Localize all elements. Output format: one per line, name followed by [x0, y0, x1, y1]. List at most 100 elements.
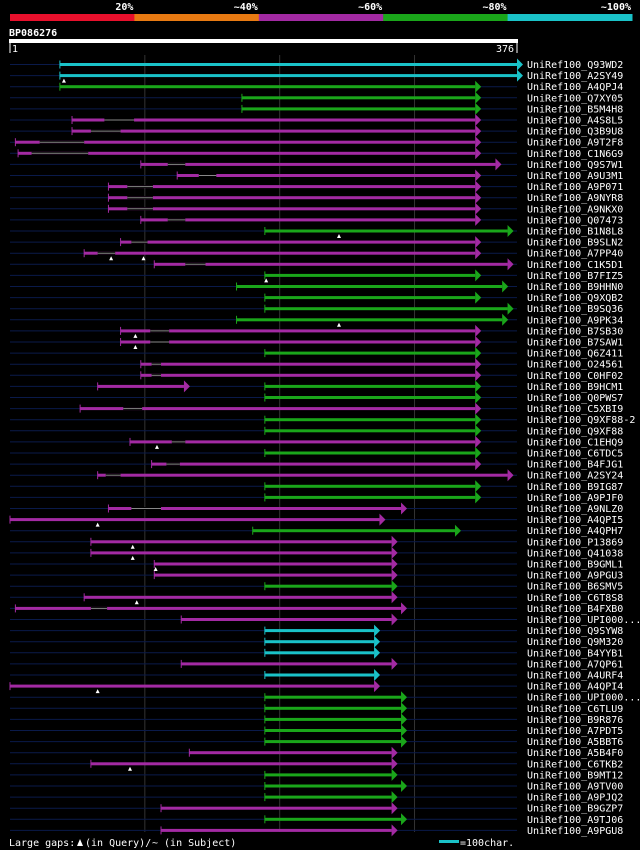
hit-bar [120, 240, 476, 244]
hit-label: UniRef100_A9NKX0 [527, 204, 623, 215]
hit-end-arrow [475, 458, 482, 471]
query-gap-marker [337, 234, 342, 238]
legend-label-0: 20% [115, 2, 133, 13]
hit-label: UniRef100_A7PDT5 [527, 726, 623, 737]
hit-label: UniRef100_A9TV00 [527, 782, 623, 793]
hit-label: UniRef100_Q7XY05 [527, 93, 623, 104]
hit-row: UniRef100_B4YYB1 [10, 646, 623, 659]
hit-row: UniRef100_Q41038 [10, 546, 623, 560]
hit-row: UniRef100_A4QPJ4 [10, 80, 623, 93]
hit-row: UniRef100_A9PJQ2 [10, 791, 623, 804]
hit-label: UniRef100_C6T8S8 [527, 593, 623, 604]
hit-end-arrow [475, 369, 482, 382]
hit-bar [264, 629, 375, 633]
query-gap-marker [141, 256, 146, 261]
hit-label: UniRef100_A2SY49 [527, 71, 623, 82]
hit-row: UniRef100_A7PP40 [10, 247, 623, 261]
hit-label: UniRef100_A4S8L5 [527, 116, 623, 127]
hit-bar [181, 618, 392, 621]
hit-end-arrow [507, 225, 514, 237]
hit-bar [264, 717, 402, 721]
hit-end-arrow [391, 657, 398, 670]
hit-row: UniRef100_C0HF02 [10, 369, 623, 382]
hit-bar [154, 573, 392, 577]
hit-bar [90, 762, 392, 766]
hit-bar [264, 795, 392, 799]
query-gap-marker [154, 444, 159, 449]
hit-row: UniRef100_Q9XF88 [10, 424, 623, 437]
hit-row: UniRef100_B9GML1 [10, 558, 623, 571]
hit-label: UniRef100_Q9SYW8 [527, 626, 623, 637]
hit-label: UniRef100_A9PJQ2 [527, 793, 623, 804]
hit-bar [264, 773, 392, 777]
hit-end-arrow [401, 502, 408, 515]
hit-end-arrow [401, 691, 408, 704]
hit-end-arrow [502, 280, 509, 293]
hit-bar [84, 595, 392, 599]
hit-bar [140, 373, 476, 377]
hit-label: UniRef100_A9PGU8 [527, 826, 623, 837]
hit-bar [264, 695, 402, 699]
hit-end-arrow [401, 602, 408, 615]
hit-label: UniRef100_UPI000... [527, 693, 640, 704]
hit-row: UniRef100_A5BBT6 [10, 735, 623, 748]
hit-label: UniRef100_B4FXB0 [527, 604, 623, 615]
hit-end-arrow [517, 58, 523, 71]
hit-row: UniRef100_A7QP61 [10, 657, 623, 670]
hit-row: UniRef100_Q9SYW8 [10, 624, 623, 637]
query-gap-marker [264, 278, 269, 283]
hit-bar [264, 229, 508, 233]
hit-bar [236, 285, 503, 288]
hit-label: UniRef100_A9NYR8 [527, 193, 623, 204]
legend-segment-4 [507, 14, 633, 21]
hit-label: UniRef100_B9IG87 [527, 482, 623, 493]
hit-row: UniRef100_B9SLN2 [10, 236, 623, 249]
hit-row: UniRef100_C6T8S8 [10, 591, 623, 605]
hit-row: UniRef100_Q9S7W1 [10, 158, 623, 171]
hit-bar [264, 418, 476, 422]
hit-bar [140, 218, 476, 222]
hit-row: UniRef100_Q3B9U8 [10, 125, 623, 138]
hit-bar [264, 729, 402, 732]
hit-row: UniRef100_A2SY24 [10, 469, 623, 482]
hit-end-arrow [507, 302, 514, 315]
hit-end-arrow [401, 735, 408, 748]
hit-label: UniRef100_Q93WD2 [527, 60, 623, 71]
hit-end-arrow [374, 680, 381, 693]
hit-bar [10, 684, 375, 688]
hit-label: UniRef100_B9R876 [527, 715, 623, 726]
hit-row: UniRef100_B6SMV5 [10, 580, 623, 593]
hit-bar [264, 396, 476, 399]
legend-label-3: ~80% [483, 2, 507, 13]
hit-bar [161, 806, 392, 810]
hit-label: UniRef100_B6SMV5 [527, 582, 623, 593]
hit-end-arrow [391, 591, 398, 604]
hit-label: UniRef100_B9GML1 [527, 560, 623, 571]
hit-bar [161, 828, 392, 832]
hit-end-arrow [475, 491, 482, 504]
hit-row: UniRef100_A4URF4 [10, 669, 623, 682]
hit-end-arrow [391, 746, 398, 759]
hit-end-arrow [391, 757, 398, 770]
hit-row: UniRef100_A4QPI4 [9, 680, 623, 694]
hit-end-arrow [401, 813, 408, 826]
hit-end-arrow [475, 125, 482, 138]
hit-label: UniRef100_C6TDC5 [527, 449, 623, 460]
hit-row: UniRef100_A9PGU3 [10, 569, 623, 582]
hit-row: UniRef100_A4S8L5 [10, 114, 623, 127]
hit-row: UniRef100_A9P071 [10, 180, 623, 193]
hit-end-arrow [374, 646, 381, 659]
hit-end-arrow [475, 236, 482, 249]
hit-bar [154, 562, 392, 566]
hit-label: UniRef100_B9GZP7 [527, 804, 623, 815]
hit-row: UniRef100_UPI000... [10, 613, 640, 626]
hit-row: UniRef100_B9R876 [10, 713, 623, 726]
query-gap-marker [95, 689, 100, 694]
hit-bar [264, 273, 476, 277]
hit-end-arrow [475, 247, 482, 260]
hit-row: UniRef100_A5B4F0 [10, 746, 623, 759]
hit-label: UniRef100_Q9S7W1 [527, 160, 623, 171]
hit-bar [120, 329, 476, 333]
hit-label: UniRef100_C0HF02 [527, 371, 623, 382]
hit-bar [59, 85, 476, 89]
